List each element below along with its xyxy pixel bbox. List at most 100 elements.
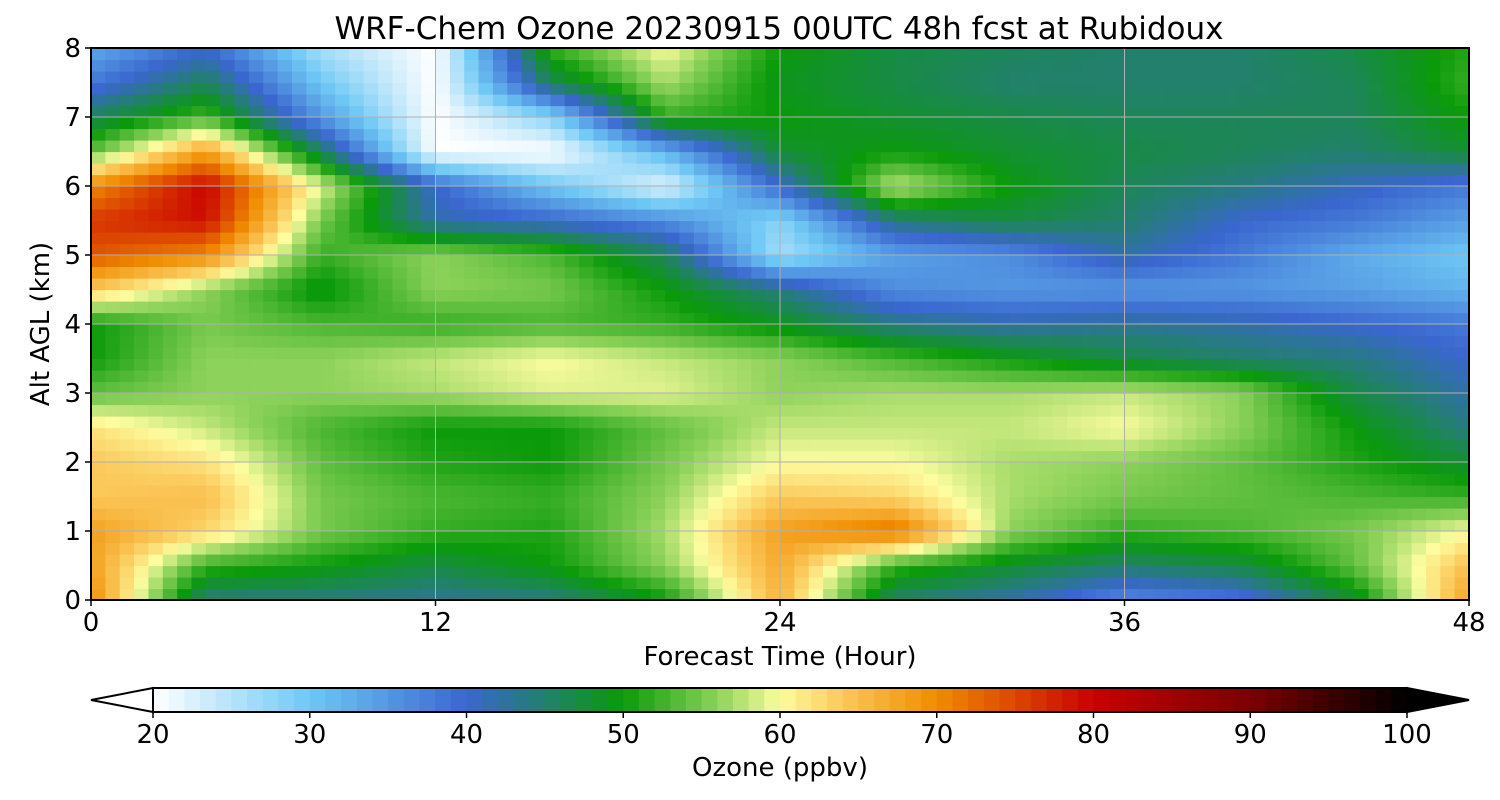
heatmap-cell xyxy=(320,335,336,348)
heatmap-cell xyxy=(808,427,824,440)
heatmap-cell xyxy=(1325,255,1341,268)
heatmap-cell xyxy=(162,531,178,544)
heatmap-cell xyxy=(1368,347,1384,360)
heatmap-cell xyxy=(378,117,394,130)
colorbar-cell xyxy=(1312,688,1330,712)
heatmap-cell xyxy=(622,358,638,371)
heatmap-cell xyxy=(966,289,982,302)
heatmap-cell xyxy=(1124,232,1140,245)
y-tick-label: 4 xyxy=(64,310,81,340)
heatmap-cell xyxy=(1181,519,1197,532)
heatmap-cell xyxy=(105,542,121,555)
heatmap-cell xyxy=(1009,82,1025,95)
heatmap-cell xyxy=(478,59,494,72)
heatmap-cell xyxy=(392,174,408,187)
heatmap-cell xyxy=(162,243,178,256)
heatmap-cell xyxy=(593,519,609,532)
heatmap-cell xyxy=(421,358,437,371)
heatmap-cell xyxy=(320,485,336,498)
heatmap-cell xyxy=(923,450,939,463)
heatmap-cell xyxy=(291,243,307,256)
heatmap-cell xyxy=(464,347,480,360)
heatmap-cell xyxy=(722,450,738,463)
heatmap-cell xyxy=(177,565,193,578)
heatmap-cell xyxy=(134,588,150,601)
heatmap-cell xyxy=(866,105,882,118)
heatmap-cell xyxy=(478,163,494,176)
heatmap-cell xyxy=(1224,140,1240,153)
heatmap-cell xyxy=(1181,381,1197,394)
heatmap-cell xyxy=(1253,151,1269,164)
heatmap-cell xyxy=(866,94,882,107)
heatmap-cell xyxy=(535,82,551,95)
heatmap-cell xyxy=(851,163,867,176)
heatmap-cell xyxy=(320,197,336,210)
heatmap-cell xyxy=(851,94,867,107)
heatmap-cell xyxy=(1224,266,1240,279)
heatmap-cell xyxy=(722,335,738,348)
heatmap-cell xyxy=(1296,197,1312,210)
y-tick-label: 6 xyxy=(64,172,81,202)
heatmap-cell xyxy=(177,59,193,72)
heatmap-cell xyxy=(1253,255,1269,268)
heatmap-cell xyxy=(1024,519,1039,532)
heatmap-cell xyxy=(751,301,767,314)
heatmap-cell xyxy=(1153,140,1169,153)
heatmap-cell xyxy=(435,485,451,498)
heatmap-cell xyxy=(1282,117,1298,130)
heatmap-cell xyxy=(693,508,709,521)
heatmap-cell xyxy=(665,439,681,452)
heatmap-cell xyxy=(1382,393,1398,406)
heatmap-cell xyxy=(191,266,207,279)
heatmap-cell xyxy=(550,450,566,463)
heatmap-cell xyxy=(1052,462,1068,475)
heatmap-cell xyxy=(478,404,494,417)
heatmap-cell xyxy=(1210,151,1226,164)
heatmap-cell xyxy=(134,370,150,383)
heatmap-cell xyxy=(1282,301,1298,314)
heatmap-cell xyxy=(780,174,795,187)
heatmap-cell xyxy=(880,404,896,417)
heatmap-cell xyxy=(449,255,465,268)
heatmap-cell xyxy=(119,324,135,337)
heatmap-cell xyxy=(866,128,882,141)
heatmap-cell xyxy=(205,427,221,440)
heatmap-cell xyxy=(995,117,1011,130)
heatmap-cell xyxy=(1210,312,1226,325)
heatmap-cell xyxy=(105,255,121,268)
heatmap-cell xyxy=(1339,105,1355,118)
heatmap-cell xyxy=(1052,473,1068,486)
heatmap-cell xyxy=(1354,577,1370,590)
heatmap-cell xyxy=(765,393,781,406)
heatmap-cell xyxy=(1239,427,1255,440)
heatmap-cell xyxy=(435,508,451,521)
heatmap-cell xyxy=(995,174,1011,187)
heatmap-cell xyxy=(736,94,752,107)
heatmap-cell xyxy=(134,243,150,256)
heatmap-cell xyxy=(880,94,896,107)
heatmap-cell xyxy=(449,393,465,406)
heatmap-cell xyxy=(1368,209,1384,222)
heatmap-cell xyxy=(335,243,350,256)
heatmap-cell xyxy=(1425,588,1441,601)
heatmap-cell xyxy=(1024,416,1039,429)
heatmap-cell xyxy=(794,324,810,337)
heatmap-cell xyxy=(722,358,738,371)
heatmap-cell xyxy=(937,508,953,521)
heatmap-cell xyxy=(823,94,839,107)
heatmap-cell xyxy=(1024,347,1039,360)
heatmap-cell xyxy=(392,439,408,452)
heatmap-cell xyxy=(894,140,910,153)
heatmap-cell xyxy=(435,370,451,383)
heatmap-cell xyxy=(808,117,824,130)
heatmap-cell xyxy=(866,347,882,360)
heatmap-cell xyxy=(378,439,394,452)
heatmap-cell xyxy=(923,128,939,141)
heatmap-cell xyxy=(162,105,178,118)
heatmap-cell xyxy=(564,416,580,429)
heatmap-cell xyxy=(191,439,207,452)
heatmap-cell xyxy=(148,519,164,532)
heatmap-cell xyxy=(1382,163,1398,176)
heatmap-cell xyxy=(765,278,781,291)
heatmap-cell xyxy=(665,301,681,314)
